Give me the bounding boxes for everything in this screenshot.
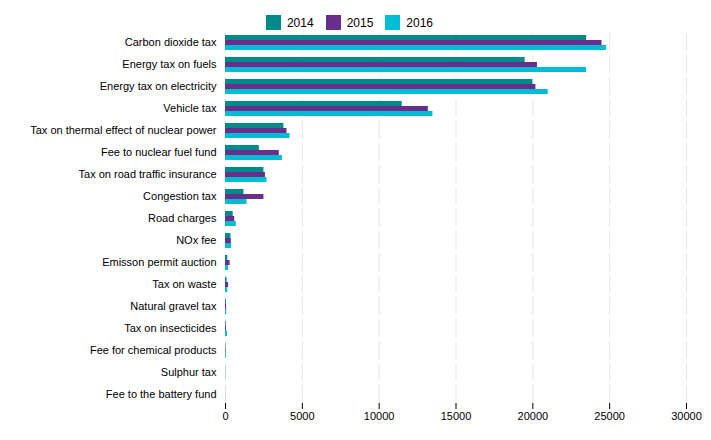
- html-text:2016: 2016: [406, 15, 433, 30]
- html-text:2014: 2014: [286, 15, 314, 30]
- svg-text:20000: 20000: [518, 410, 549, 422]
- svg-text:Tax on thermal effect of nucle: Tax on thermal effect of nuclear power: [30, 124, 217, 136]
- svg-text:Natural gravel tax: Natural gravel tax: [130, 300, 217, 312]
- svg-text:Carbon dioxide tax: Carbon dioxide tax: [125, 36, 217, 48]
- svg-text:NOx fee: NOx fee: [176, 234, 216, 246]
- svg-text:Energy tax on electricity: Energy tax on electricity: [100, 80, 217, 92]
- svg-text:25000: 25000: [594, 410, 625, 422]
- svg-text:Tax on waste: Tax on waste: [152, 278, 216, 290]
- svg-text:15000: 15000: [441, 410, 472, 422]
- svg-text:Fee to nuclear fuel fund: Fee to nuclear fuel fund: [101, 146, 217, 158]
- svg-text:5000: 5000: [290, 410, 314, 422]
- svg-text:Vehicle tax: Vehicle tax: [163, 102, 217, 114]
- svg-text:0: 0: [222, 410, 228, 422]
- svg-text:Fee to the battery fund: Fee to the battery fund: [106, 388, 217, 400]
- html-text:2015: 2015: [346, 15, 374, 30]
- svg-text:Energy tax on fuels: Energy tax on fuels: [122, 58, 217, 70]
- svg-text:Tax on insecticides: Tax on insecticides: [124, 322, 217, 334]
- svg-text:Road charges: Road charges: [148, 212, 217, 224]
- svg-text:Emisson permit auction: Emisson permit auction: [102, 256, 216, 268]
- svg-text:Congestion tax: Congestion tax: [143, 190, 217, 202]
- svg-text:10000: 10000: [364, 410, 395, 422]
- svg-text:Sulphur tax: Sulphur tax: [161, 366, 217, 378]
- svg-text:Tax on road traffic insurance: Tax on road traffic insurance: [79, 168, 217, 180]
- svg-text:30000: 30000: [671, 410, 702, 422]
- svg-text:Fee for chemical products: Fee for chemical products: [90, 344, 217, 356]
